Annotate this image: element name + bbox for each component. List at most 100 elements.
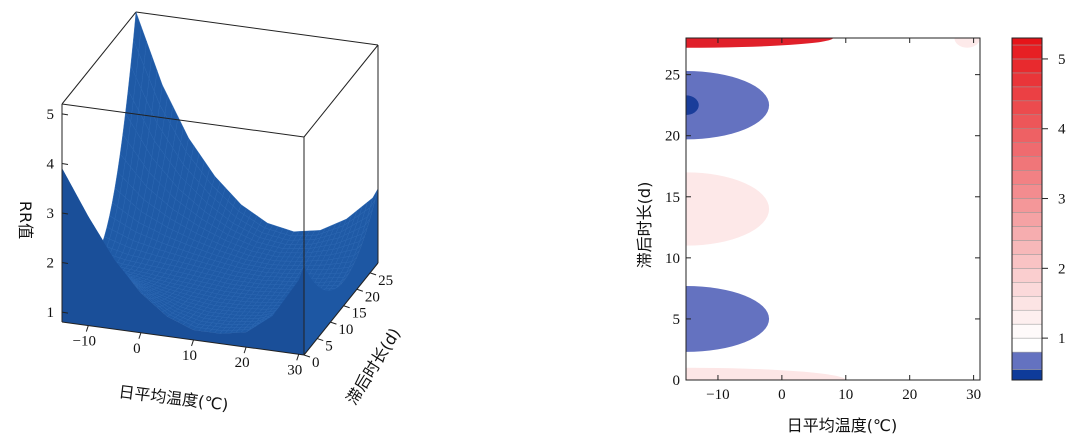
box-edge bbox=[303, 262, 379, 356]
x-tick-label: 20 bbox=[235, 355, 250, 371]
contour-frame bbox=[685, 37, 981, 381]
y-tick-label: 10 bbox=[338, 322, 353, 338]
colorbar-band bbox=[1011, 226, 1043, 241]
colorbar-band bbox=[1011, 156, 1043, 171]
y-tick bbox=[303, 354, 311, 358]
contour-x-ticks: −10 0 10 20 30 bbox=[706, 38, 981, 403]
low-rr-region bbox=[686, 95, 699, 115]
colorbar-band bbox=[1011, 295, 1043, 311]
colorbar-band bbox=[1011, 72, 1043, 88]
colorbar-tick-label: 2 bbox=[1058, 261, 1066, 277]
colorbar-band bbox=[1011, 351, 1043, 370]
y-tick-label: 5 bbox=[325, 339, 333, 355]
z-tick bbox=[61, 113, 69, 116]
y-tick-label: 10 bbox=[665, 251, 680, 267]
x-tick bbox=[243, 346, 247, 354]
z-tick-label: 5 bbox=[47, 107, 55, 123]
y-tick-label: 15 bbox=[352, 306, 367, 322]
colorbar-tick-label: 4 bbox=[1058, 122, 1066, 138]
x-tick bbox=[191, 339, 194, 347]
box-edge bbox=[61, 11, 137, 105]
colorbar-tick-label: 5 bbox=[1058, 52, 1066, 68]
x-tick-label: 30 bbox=[287, 362, 302, 378]
colorbar-tick-label: 1 bbox=[1058, 331, 1066, 347]
contour-y-ticks: 0 5 10 15 20 25 bbox=[665, 68, 980, 389]
y-tick bbox=[317, 338, 324, 342]
y-tick-label: 25 bbox=[665, 68, 680, 84]
y-tick-label: 5 bbox=[673, 312, 681, 328]
x-tick-label: 10 bbox=[182, 348, 197, 364]
x-tick-label: 30 bbox=[966, 387, 981, 403]
x-tick bbox=[85, 325, 89, 332]
x-axis-label-3d: 日平均温度(℃) bbox=[118, 382, 230, 414]
z-tick-label: 4 bbox=[47, 156, 55, 172]
colorbar-band bbox=[1011, 58, 1043, 74]
z-tick-label: 3 bbox=[47, 206, 55, 222]
z-tick-label: 2 bbox=[47, 256, 55, 272]
x-tick-label: 20 bbox=[902, 387, 917, 403]
contour-regions bbox=[686, 38, 980, 380]
z-tick bbox=[61, 262, 69, 265]
x-tick-label: 10 bbox=[838, 387, 853, 403]
colorbar-band bbox=[1011, 128, 1043, 143]
colorbar bbox=[1011, 37, 1043, 381]
y-tick-label: 0 bbox=[312, 355, 320, 371]
x-tick bbox=[296, 354, 300, 361]
colorbar-band bbox=[1011, 212, 1043, 227]
colorbar-frame bbox=[1011, 37, 1043, 381]
x-tick-label: −10 bbox=[73, 334, 96, 350]
z-tick bbox=[61, 311, 69, 314]
x-tick-label: 0 bbox=[133, 341, 141, 357]
colorbar-ticks: 1 2 3 4 5 bbox=[1042, 52, 1066, 347]
colorbar-band bbox=[1011, 114, 1043, 129]
colorbar-band bbox=[1011, 337, 1043, 353]
y-tick-label: 20 bbox=[665, 129, 680, 145]
y-tick bbox=[369, 272, 377, 276]
colorbar-band bbox=[1011, 309, 1043, 325]
colorbar-band bbox=[1011, 254, 1043, 269]
colorbar-band bbox=[1011, 323, 1043, 339]
colorbar-tick-label: 3 bbox=[1058, 192, 1066, 208]
colorbar-band bbox=[1011, 86, 1043, 102]
y-tick bbox=[356, 288, 364, 292]
contour-x-label: 日平均温度(℃) bbox=[787, 416, 897, 435]
contour-plot: −10 0 10 20 30 0 5 10 15 20 25 日平均温度(℃) 滞后时长(d) 1… bbox=[635, 37, 1066, 435]
z-axis-ticks: 1 2 3 4 5 bbox=[47, 107, 69, 321]
high-rr-region bbox=[686, 38, 833, 48]
y-tick-label: 20 bbox=[365, 289, 380, 305]
rr-surface bbox=[61, 11, 379, 355]
y-tick bbox=[343, 305, 350, 309]
box-edge bbox=[135, 11, 379, 46]
surface-front-face bbox=[62, 168, 304, 355]
contour-y-label: 滞后时长(d) bbox=[635, 182, 654, 269]
low-rr-region bbox=[686, 70, 770, 140]
z-axis-label: RR值 bbox=[16, 201, 35, 239]
colorbar-band bbox=[1011, 268, 1043, 283]
high-rr-region bbox=[686, 367, 846, 380]
box-edge bbox=[61, 103, 305, 138]
z-tick bbox=[61, 162, 69, 165]
colorbar-band bbox=[1011, 37, 1043, 46]
low-rr-region bbox=[686, 285, 770, 352]
surface-side-face bbox=[304, 188, 378, 355]
z-tick bbox=[61, 212, 69, 215]
colorbar-band bbox=[1011, 198, 1043, 213]
colorbar-band bbox=[1011, 184, 1043, 199]
x-tick-label: −10 bbox=[706, 387, 729, 403]
box-front-edges bbox=[61, 44, 379, 356]
x-tick bbox=[138, 332, 142, 339]
y-tick-label: 0 bbox=[673, 373, 681, 389]
high-rr-region bbox=[686, 172, 770, 246]
x-axis-ticks-3d: −10 0 10 20 30 bbox=[73, 325, 302, 378]
colorbar-band bbox=[1011, 142, 1043, 157]
colorbar-band bbox=[1011, 44, 1043, 60]
box-edge bbox=[61, 321, 305, 356]
colorbar-band bbox=[1011, 282, 1043, 297]
y-tick-label: 15 bbox=[665, 190, 680, 206]
colorbar-band bbox=[1011, 369, 1043, 381]
y-tick bbox=[330, 321, 337, 325]
box-edge bbox=[303, 44, 379, 138]
